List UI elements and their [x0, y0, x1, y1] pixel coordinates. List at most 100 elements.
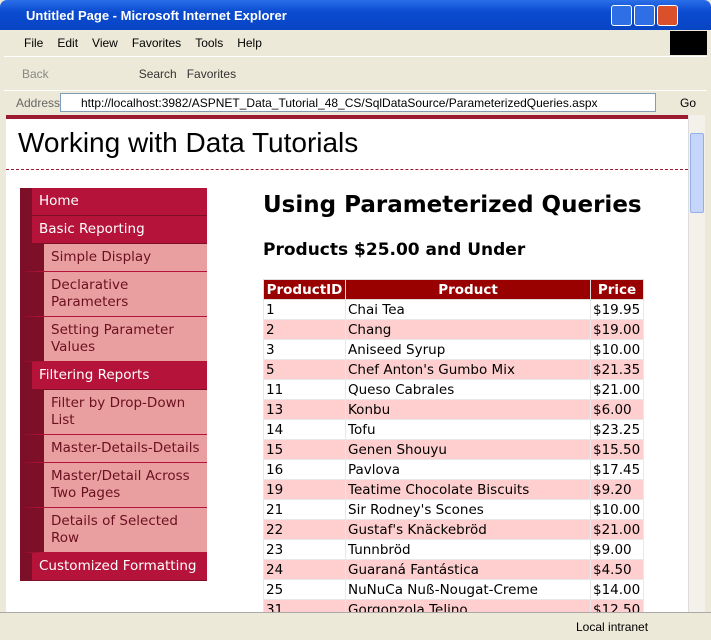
nav-link[interactable]: Customized Formatting	[20, 553, 207, 581]
table-cell: $9.20	[590, 479, 644, 500]
table-cell: 1	[263, 299, 346, 320]
table-row: 2 Chang $19.00	[263, 319, 644, 340]
nav-sublink[interactable]: Master/Detail Across Two Pages	[20, 463, 207, 508]
table-cell: $10.00	[590, 499, 644, 520]
menu-item[interactable]: View	[92, 35, 118, 50]
back-button[interactable]: Back	[22, 66, 49, 81]
window-title: Untitled Page - Microsoft Internet Explo…	[26, 8, 287, 23]
address-input[interactable]: http://localhost:3982/ASPNET_Data_Tutori…	[60, 93, 656, 112]
table-cell: Genen Shouyu	[345, 439, 591, 460]
heading: Using Parameterized Queries	[263, 192, 642, 218]
table-cell: $10.00	[590, 339, 644, 360]
column-header: ProductID	[263, 279, 346, 300]
menu-item[interactable]: File	[24, 35, 44, 50]
table-row: 24 Guaraná Fantástica $4.50	[263, 559, 644, 580]
nav-sublink[interactable]: Details of Selected Row	[20, 508, 207, 553]
page-content: Working with Data Tutorials Home Basic Re…	[6, 115, 688, 612]
nav-link[interactable]: Basic Reporting	[20, 216, 207, 244]
column-header: Product	[345, 279, 591, 300]
table-row: 16 Pavlova $17.45	[263, 459, 644, 480]
nav-sublink[interactable]: Filter by Drop-Down List	[20, 390, 207, 435]
header-row: ProductID Product Price	[263, 279, 644, 300]
table-cell: 19	[263, 479, 346, 500]
nav-sublink[interactable]: Master-Details-Details	[20, 435, 207, 463]
table-row: 31 Gorgonzola Telino $12.50	[263, 599, 644, 612]
table-cell: 22	[263, 519, 346, 540]
table-cell: Sir Rodney's Scones	[345, 499, 591, 520]
table-cell: 3	[263, 339, 346, 360]
subheading: Products $25.00 and Under	[263, 240, 526, 260]
table-cell: $9.00	[590, 539, 644, 560]
column-header: Price	[590, 279, 644, 300]
table-cell: 5	[263, 359, 346, 380]
table-row: 22 Gustaf's Knäckebröd $21.00	[263, 519, 644, 540]
scrollbar[interactable]	[688, 115, 705, 612]
table-cell: 14	[263, 419, 346, 440]
table-cell: $17.45	[590, 459, 644, 480]
table-cell: $21.00	[590, 379, 644, 400]
maximize-button[interactable]	[634, 5, 655, 26]
table-cell: $12.50	[590, 599, 644, 612]
table-row: 1 Chai Tea $19.95	[263, 299, 644, 320]
nav-sublink[interactable]: Declarative Parameters	[20, 272, 207, 317]
table-cell: Konbu	[345, 399, 591, 420]
table-row: 3 Aniseed Syrup $10.00	[263, 339, 644, 360]
menu-item[interactable]: Favorites	[131, 35, 182, 50]
table-cell: 11	[263, 379, 346, 400]
table-cell: 23	[263, 539, 346, 560]
title-bar: Untitled Page - Microsoft Internet Explo…	[0, 0, 711, 30]
favorites-button[interactable]: Favorites	[186, 66, 237, 81]
table-cell: $21.35	[590, 359, 644, 380]
side-nav: Home Basic Reporting Simple Display Declara…	[20, 188, 207, 581]
table-cell: 16	[263, 459, 346, 480]
table-cell: Guaraná Fantástica	[345, 559, 591, 580]
table-cell: Tunnbröd	[345, 539, 591, 560]
table-cell: 2	[263, 319, 346, 340]
table-row: 5 Chef Anton's Gumbo Mix $21.35	[263, 359, 644, 380]
go-button[interactable]: Go	[680, 96, 697, 110]
menu-item[interactable]: Tools	[195, 35, 224, 50]
table-row: 11 Queso Cabrales $21.00	[263, 379, 644, 400]
minimize-button[interactable]	[611, 5, 632, 26]
site-title: Working with Data Tutorials	[18, 127, 359, 158]
table-row: 23 Tunnbröd $9.00	[263, 539, 644, 560]
table-cell: Chang	[345, 319, 591, 340]
search-button[interactable]: Search	[138, 66, 177, 81]
table-cell: Pavlova	[345, 459, 591, 480]
toolbar: Back Search Favorites	[4, 56, 707, 90]
table-cell: 25	[263, 579, 346, 600]
menu-bar: File Edit View Favorites Tools Help	[4, 30, 670, 55]
table-cell: 31	[263, 599, 346, 612]
nav-link[interactable]: Home	[20, 188, 207, 216]
nav-link[interactable]: Filtering Reports	[20, 362, 207, 390]
table-cell: NuNuCa Nuß-Nougat-Creme	[345, 579, 591, 600]
address-label: Address	[16, 96, 61, 110]
separator	[6, 169, 688, 170]
status-bar: Local intranet	[0, 612, 711, 640]
table-cell: $19.95	[590, 299, 644, 320]
table-cell: 15	[263, 439, 346, 460]
table-cell: $21.00	[590, 519, 644, 540]
scroll-thumb[interactable]	[690, 133, 704, 213]
table-cell: Teatime Chocolate Biscuits	[345, 479, 591, 500]
table-cell: Gustaf's Knäckebröd	[345, 519, 591, 540]
table-cell: Queso Cabrales	[345, 379, 591, 400]
table-cell: $23.25	[590, 419, 644, 440]
table-row: 19 Teatime Chocolate Biscuits $9.20	[263, 479, 644, 500]
table-cell: $15.50	[590, 439, 644, 460]
close-button[interactable]	[657, 5, 678, 26]
table-cell: 21	[263, 499, 346, 520]
table-row: 21 Sir Rodney's Scones $10.00	[263, 499, 644, 520]
table-cell: Gorgonzola Telino	[345, 599, 591, 612]
table-row: 15 Genen Shouyu $15.50	[263, 439, 644, 460]
products-table: ProductID Product Price 1 Chai Tea $19.95 2 Cha…	[263, 279, 644, 612]
table-cell: Chef Anton's Gumbo Mix	[345, 359, 591, 380]
menu-item[interactable]: Help	[237, 35, 262, 50]
nav-sublink[interactable]: Setting Parameter Values	[20, 317, 207, 362]
table-cell: $14.00	[590, 579, 644, 600]
table-cell: Chai Tea	[345, 299, 591, 320]
table-cell: 24	[263, 559, 346, 580]
nav-sublink[interactable]: Simple Display	[20, 244, 207, 272]
menu-item[interactable]: Edit	[57, 35, 79, 50]
